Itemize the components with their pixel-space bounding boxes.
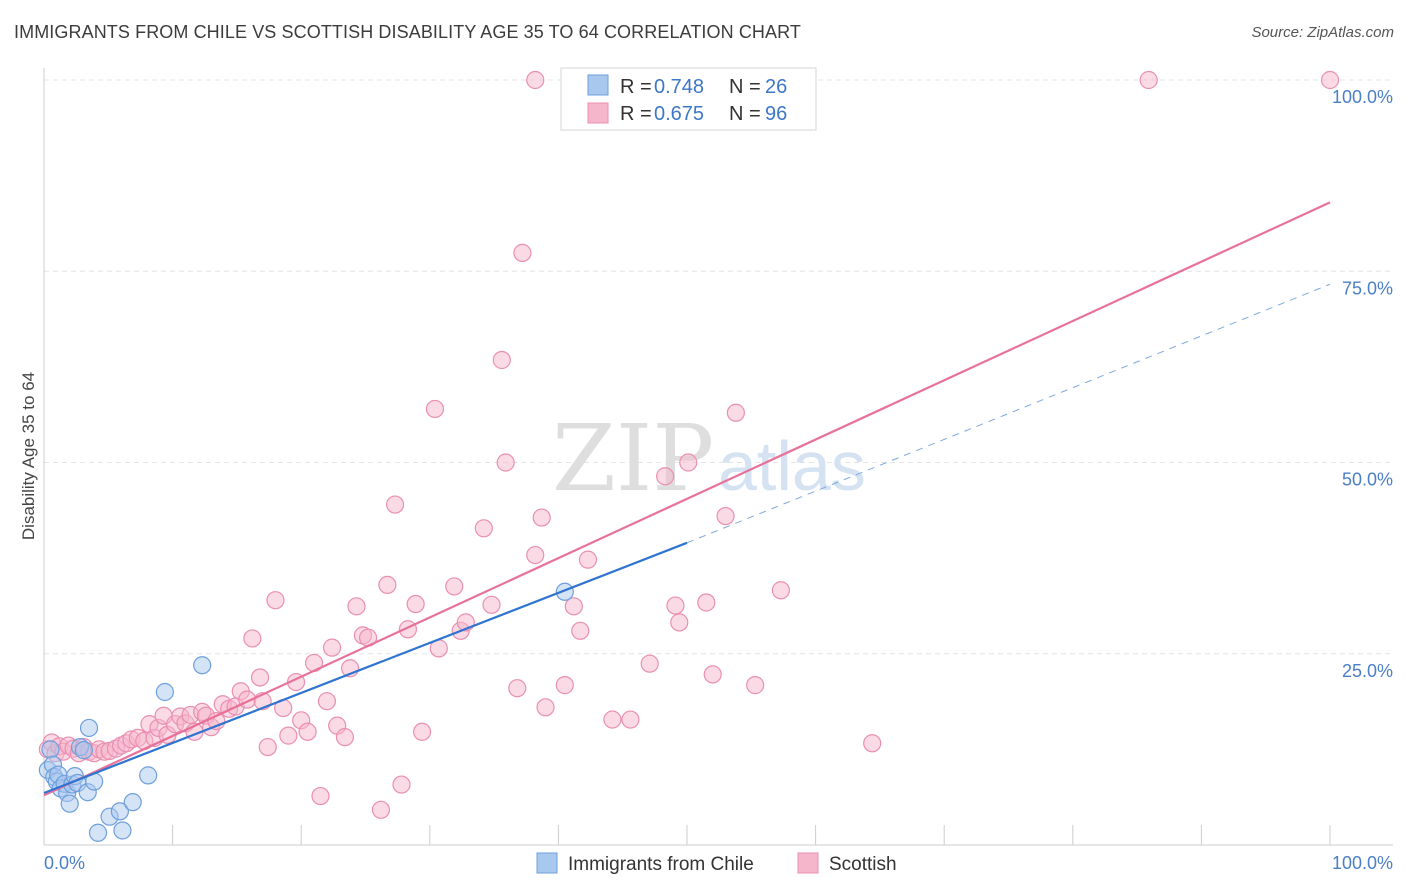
- scottish-point-98: [526, 70, 545, 90]
- scottish-point-88: [666, 596, 685, 615]
- y-tick-label-0: 25.0%: [1342, 661, 1393, 681]
- scottish-point-94: [726, 403, 745, 422]
- legend-chile-n-value: 26: [765, 76, 787, 98]
- scottish-point-95: [746, 676, 765, 695]
- scottish-point-66: [425, 399, 445, 419]
- y-tick-labels: 25.0% 50.0% 75.0% 100.0%: [1332, 87, 1393, 681]
- scottish-point-77: [526, 545, 545, 565]
- bottom-legend-swatch-chile: [536, 852, 558, 874]
- scottish-point-43: [266, 591, 285, 610]
- scottish-point-39: [243, 629, 262, 648]
- chile-point-22: [123, 793, 142, 812]
- scottish-point-64: [406, 594, 425, 614]
- chile-point-18: [88, 823, 108, 842]
- legend-swatch-scottish: [587, 102, 609, 124]
- bottom-legend: Immigrants from Chile Scottish: [536, 852, 897, 875]
- scottish-point-90: [679, 453, 698, 472]
- chile-point-24: [155, 682, 174, 702]
- chile-trend-line: [43, 541, 688, 795]
- scottish-point-82: [571, 621, 590, 640]
- y-axis-title: Disability Age 35 to 64: [19, 372, 38, 540]
- scottish-point-92: [703, 665, 722, 684]
- legend-swatch-chile: [587, 74, 609, 96]
- chile-point-9: [60, 794, 79, 813]
- chart-title: IMMIGRANTS FROM CHILE VS SCOTTISH DISABI…: [14, 22, 801, 42]
- scottish-point-72: [482, 595, 501, 614]
- bottom-legend-chile: Immigrants from Chile: [568, 854, 754, 875]
- scottish-point-89: [670, 613, 689, 632]
- chile-point-1: [41, 740, 60, 759]
- bottom-legend-scottish: Scottish: [829, 854, 897, 875]
- scottish-point-96: [771, 581, 790, 600]
- scottish-point-73: [492, 350, 511, 370]
- scottish-point-54: [335, 728, 355, 747]
- scottish-point-93: [716, 506, 735, 526]
- scottish-point-78: [532, 508, 551, 527]
- scottish-point-79: [536, 698, 555, 717]
- chile-point-21: [113, 821, 132, 840]
- scottish-point-48: [298, 722, 317, 741]
- scottish-point-50: [311, 786, 330, 806]
- legend-scottish-n-value: 96: [765, 103, 787, 125]
- grid-lines: [44, 79, 1393, 655]
- chile-point-14: [74, 741, 93, 760]
- legend-scottish-r-value: 0.675: [654, 103, 704, 125]
- source-credit: Source: ZipAtlas.com: [1251, 24, 1394, 41]
- scottish-point-80: [555, 676, 574, 695]
- chile-point-25: [193, 656, 212, 675]
- scottish-point-74: [496, 453, 515, 472]
- legend-scottish-r-label: R =: [620, 103, 652, 125]
- y-tick-label-3: 100.0%: [1332, 87, 1393, 107]
- trend-lines: [43, 201, 1331, 797]
- scottish-point-45: [279, 726, 298, 745]
- scottish-point-91: [697, 593, 716, 612]
- scottish-point-62: [392, 775, 411, 794]
- scottish-point-52: [322, 638, 342, 657]
- scottish-point-75: [508, 679, 527, 698]
- scottish-point-42: [258, 737, 277, 757]
- y-tick-label-2: 75.0%: [1342, 278, 1393, 298]
- bottom-legend-swatch-scottish: [797, 852, 819, 874]
- scottish-point-87: [656, 467, 675, 486]
- x-tick-label-min: 0.0%: [44, 853, 85, 873]
- scottish-point-51: [317, 692, 337, 711]
- scottish-point-65: [412, 722, 432, 741]
- scottish-point-71: [474, 519, 493, 538]
- y-tick-label-1: 50.0%: [1342, 470, 1393, 490]
- legend-chile-n-label: N =: [729, 76, 761, 98]
- scottish-point-84: [603, 710, 622, 729]
- scottish-points: [38, 70, 1340, 819]
- scottish-point-81: [564, 597, 583, 616]
- scottish-point-102: [1320, 70, 1340, 90]
- x-axis-ticks: [43, 825, 1331, 845]
- scottish-point-40: [250, 668, 270, 687]
- watermark-atlas: atlas: [718, 427, 866, 505]
- scottish-point-60: [378, 575, 397, 595]
- scottish-point-68: [445, 577, 464, 596]
- legend-chile-r-label: R =: [620, 76, 652, 98]
- chile-points: [38, 582, 574, 842]
- chile-point-20: [110, 802, 129, 821]
- scottish-point-56: [347, 597, 366, 616]
- chile-point-23: [139, 766, 158, 785]
- chile-point-16: [79, 718, 99, 738]
- scottish-point-85: [621, 710, 640, 729]
- scottish-point-101: [1139, 70, 1158, 90]
- legend-chile-r-value: 0.748: [654, 76, 704, 98]
- scottish-point-76: [513, 243, 532, 262]
- legend-scottish-n-label: N =: [729, 103, 761, 125]
- x-tick-label-max: 100.0%: [1332, 853, 1393, 873]
- chile-trend-extension: [686, 283, 1331, 544]
- scottish-point-86: [640, 654, 659, 673]
- scottish-point-59: [371, 800, 391, 819]
- top-legend: R = 0.748 N = 26 R = 0.675 N = 96: [560, 67, 817, 131]
- scottish-point-61: [385, 495, 405, 514]
- scottish-point-83: [578, 550, 598, 569]
- scottish-point-97: [863, 734, 882, 753]
- scottish-trend-line: [43, 201, 1331, 797]
